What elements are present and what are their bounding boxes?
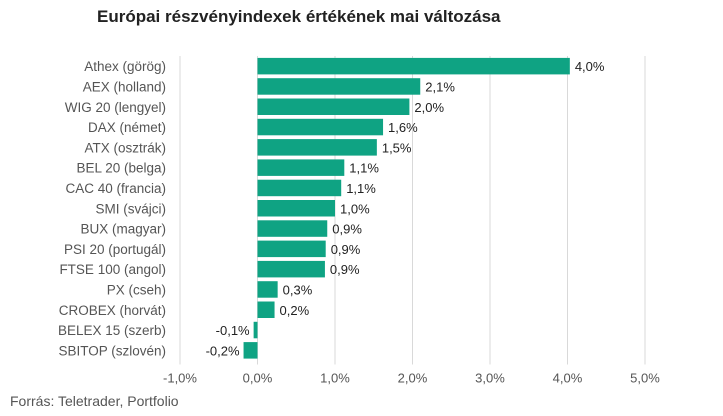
bar: [257, 159, 345, 176]
category-label: FTSE 100 (angol): [59, 262, 166, 277]
value-label: 2,1%: [425, 79, 455, 94]
x-tick-label: 3,0%: [475, 371, 505, 386]
bar: [257, 118, 384, 136]
x-tick-label: 1,0%: [320, 371, 350, 386]
category-label: BUX (magyar): [80, 222, 166, 237]
value-label: 0,9%: [331, 242, 361, 257]
category-label: ATX (osztrák): [84, 140, 166, 155]
value-label: 0,2%: [280, 303, 310, 318]
category-label: DAX (német): [88, 120, 166, 135]
category-label: PSI 20 (portugál): [64, 242, 166, 257]
bar: [257, 57, 570, 75]
value-label: 1,1%: [349, 161, 379, 176]
value-label: 0,9%: [330, 262, 360, 277]
value-label: 1,5%: [382, 140, 412, 155]
value-label: -0,2%: [206, 343, 240, 358]
value-label: 0,9%: [332, 222, 362, 237]
value-label: 0,3%: [283, 282, 313, 297]
bar: [257, 139, 377, 156]
bar: [257, 260, 325, 278]
category-label: CROBEX (horvát): [59, 303, 166, 318]
category-label: SMI (svájci): [96, 201, 167, 216]
category-label: BEL 20 (belga): [76, 161, 166, 176]
bar: [257, 281, 278, 298]
category-label: SBITOP (szlovén): [58, 343, 166, 358]
chart-title: Európai részvényindexek értékének mai vá…: [97, 7, 501, 26]
bar: [253, 321, 258, 339]
source-note: Forrás: Teletrader, Portfolio: [10, 393, 179, 409]
value-label: 1,0%: [340, 201, 370, 216]
bar: [257, 220, 328, 237]
value-label: -0,1%: [216, 323, 250, 338]
gridlines: [179, 56, 646, 365]
category-label: WIG 20 (lengyel): [65, 100, 166, 115]
x-tick-label: 4,0%: [553, 371, 583, 386]
x-tick-label: 2,0%: [398, 371, 428, 386]
bar: [257, 179, 342, 197]
bar: [257, 78, 421, 95]
bar: [257, 240, 326, 258]
category-label: PX (cseh): [107, 282, 166, 297]
x-tick-label: 5,0%: [630, 371, 660, 386]
category-label: BELEX 15 (szerb): [58, 323, 166, 338]
bars: [243, 57, 570, 359]
category-label: CAC 40 (francia): [65, 181, 166, 196]
category-label: AEX (holland): [83, 79, 166, 94]
category-label: Athex (görög): [84, 59, 166, 74]
x-tick-label: 0,0%: [243, 371, 273, 386]
value-label: 2,0%: [414, 100, 444, 115]
bar: [257, 200, 335, 217]
x-tick-label: -1,0%: [163, 371, 197, 386]
bar: [257, 98, 410, 115]
value-label: 4,0%: [575, 59, 605, 74]
bar-chart: -1,0% 0,0% 1,0% 2,0% 3,0% 4,0% 5,0% Athex (görö…: [58, 56, 660, 386]
bar: [257, 301, 275, 318]
value-label: 1,6%: [388, 120, 418, 135]
value-label: 1,1%: [346, 181, 376, 196]
bar: [243, 342, 258, 359]
labels: -1,0% 0,0% 1,0% 2,0% 3,0% 4,0% 5,0% Athex (görö…: [58, 59, 660, 385]
